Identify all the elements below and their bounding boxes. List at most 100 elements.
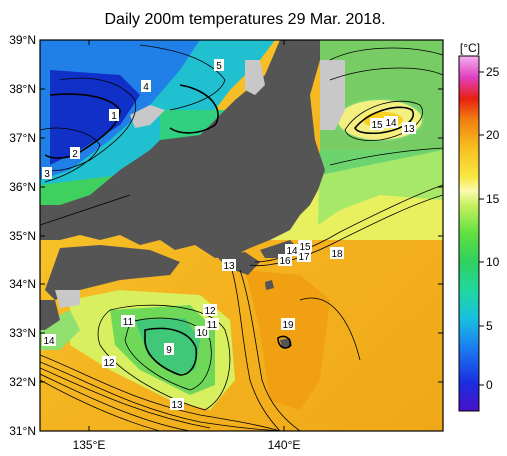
lat-label: 37°N — [9, 131, 36, 145]
contour-label: 16 — [278, 254, 292, 267]
svg-text:17: 17 — [298, 252, 310, 263]
contour-line — [40, 379, 161, 431]
contour-line — [231, 269, 281, 431]
colorbar-unit: [°C] — [460, 41, 480, 55]
contour-label: 13 — [222, 259, 236, 272]
svg-text:10: 10 — [196, 328, 208, 339]
contour-line — [254, 184, 443, 263]
lat-label: 34°N — [9, 277, 36, 291]
contour-label: 3 — [42, 167, 52, 180]
contour-label: 17 — [297, 250, 311, 263]
contour-line — [97, 304, 231, 411]
contour-label: 14 — [285, 244, 299, 257]
colorbar-scale — [458, 55, 480, 412]
svg-text:15: 15 — [371, 120, 383, 131]
colorbar-tick: 20 — [486, 128, 500, 142]
svg-text:18: 18 — [331, 249, 343, 260]
svg-text:12: 12 — [204, 306, 216, 317]
svg-text:4: 4 — [143, 82, 149, 93]
map-title: Daily 200m temperatures 29 Mar. 2018. — [104, 11, 385, 28]
svg-text:14: 14 — [385, 118, 397, 129]
colorbar-tick: 25 — [486, 65, 500, 79]
svg-text:2: 2 — [72, 149, 78, 160]
svg-text:1: 1 — [111, 111, 117, 122]
sado-island — [130, 105, 165, 128]
colorbar-tick: 10 — [486, 255, 500, 269]
contour-line — [40, 127, 101, 183]
svg-text:13: 13 — [403, 124, 415, 135]
contour-line — [344, 100, 423, 141]
colorbar-tick: 0 — [486, 378, 493, 392]
contour-line — [40, 361, 291, 431]
contour-label: 4 — [141, 80, 151, 93]
shikoku-kii-landmass — [45, 245, 180, 300]
contour-line-bold — [144, 327, 198, 376]
svg-text:3: 3 — [44, 169, 50, 180]
bungo-shelf-mask — [55, 290, 80, 308]
miyake-island — [265, 280, 274, 290]
contour-line — [329, 67, 443, 81]
contour-label: 14 — [384, 116, 398, 129]
izu-peninsula — [215, 252, 260, 275]
colorbar-tick: 5 — [486, 319, 493, 333]
contour-line — [329, 47, 443, 61]
svg-text:19: 19 — [282, 320, 294, 331]
contour-line — [124, 317, 212, 391]
contour-line — [40, 194, 131, 226]
honshu-landmass — [40, 40, 325, 258]
contour-line — [40, 373, 191, 431]
contour-line — [40, 367, 211, 429]
svg-text:13: 13 — [223, 261, 235, 272]
contour-label: 2 — [70, 147, 80, 160]
lat-label: 36°N — [9, 180, 36, 194]
contour-label: 13 — [402, 122, 416, 135]
svg-text:11: 11 — [123, 317, 134, 328]
tohoku-shelf-mask — [320, 60, 345, 130]
kyushu-edge — [40, 300, 60, 330]
contour-label: 11 — [121, 315, 135, 328]
lon-label: 135°E — [73, 438, 106, 452]
contour-label: 5 — [214, 59, 224, 72]
contour-line — [249, 194, 443, 266]
longitude-axis: 135°E 140°E — [73, 40, 301, 452]
contour-line-bold — [277, 335, 292, 349]
contour-label: 13 — [170, 398, 184, 411]
contour-line — [329, 147, 443, 166]
svg-text:9: 9 — [166, 345, 172, 356]
contour-label: 19 — [281, 318, 295, 331]
colorbar: [°C] 25 20 15 10 5 0 — [458, 41, 500, 412]
lat-label: 35°N — [9, 229, 36, 243]
noto-shelf-mask — [245, 60, 265, 95]
contour-line — [44, 77, 137, 172]
latitude-axis: 39°N 38°N 37°N 36°N 35°N 34°N 33°N 32°N … — [9, 33, 443, 438]
contour-line — [139, 44, 226, 111]
lat-label: 32°N — [9, 375, 36, 389]
svg-text:12: 12 — [103, 358, 115, 369]
colorbar-tick: 15 — [486, 192, 500, 206]
contour-line-bold — [169, 84, 219, 134]
contour-line-bold — [44, 93, 121, 159]
contour-line — [299, 297, 361, 361]
svg-text:14: 14 — [286, 246, 298, 257]
contour-label: 15 — [370, 118, 384, 131]
map-area: 1 2 3 4 5 15 14 13 14 15 16 17 18 13 12 … — [40, 40, 443, 431]
svg-text:14: 14 — [43, 336, 55, 347]
lon-label: 140°E — [268, 438, 301, 452]
lat-label: 39°N — [9, 33, 36, 47]
contour-labels: 1 2 3 4 5 15 14 13 14 15 16 17 18 13 12 … — [42, 59, 416, 411]
contour-label: 14 — [42, 334, 56, 347]
contour-label: 18 — [330, 247, 344, 260]
lat-label: 31°N — [9, 424, 36, 438]
contour-line — [239, 269, 301, 431]
svg-text:5: 5 — [216, 61, 222, 72]
contour-label: 12 — [203, 304, 217, 317]
svg-text:11: 11 — [207, 320, 218, 331]
lat-label: 33°N — [9, 326, 36, 340]
svg-text:16: 16 — [279, 256, 291, 267]
isotherm-contours — [40, 44, 443, 431]
contour-line — [40, 354, 281, 431]
svg-text:13: 13 — [171, 400, 183, 411]
contour-label: 1 — [109, 109, 119, 122]
contour-label: 15 — [298, 240, 312, 253]
